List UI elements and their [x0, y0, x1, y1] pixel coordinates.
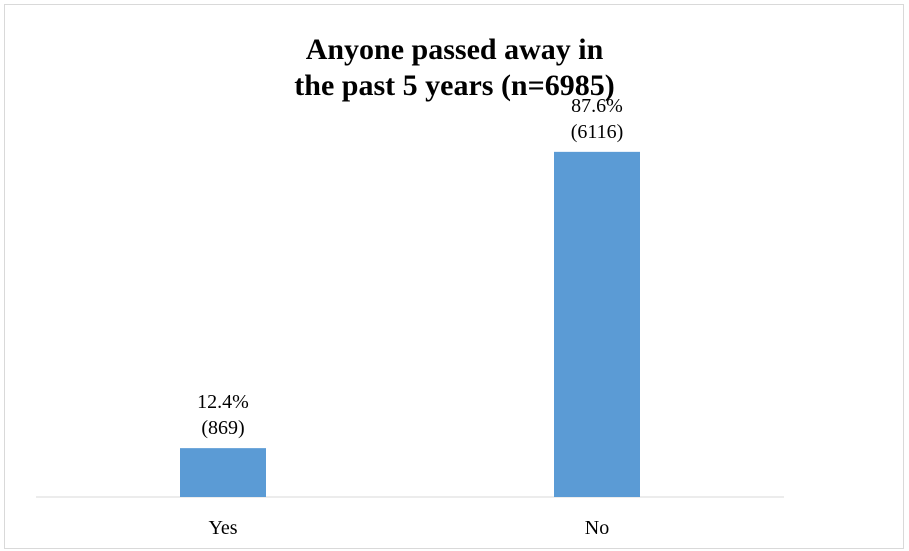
bar-yes [180, 448, 266, 497]
data-label-percent-no: 87.6% [571, 95, 623, 117]
data-label-count-yes: (869) [201, 417, 244, 439]
bar-no [554, 151, 640, 497]
chart-title: Anyone passed away in the past 5 years (… [0, 32, 909, 104]
chart-title-line-1: Anyone passed away in [305, 33, 604, 66]
x-tick-label-yes: Yes [208, 517, 237, 539]
data-labels-group: 12.4% (869) 87.6% (6116) [197, 95, 623, 439]
data-label-count-no: (6116) [571, 121, 624, 143]
x-tick-labels-group: Yes No [208, 517, 609, 539]
chart-frame [4, 4, 904, 549]
x-tick-label-no: No [585, 517, 609, 539]
bars-group [180, 151, 640, 497]
chart-title-line-2: the past 5 years (n=6985) [294, 69, 615, 102]
data-label-percent-yes: 12.4% [197, 391, 249, 413]
